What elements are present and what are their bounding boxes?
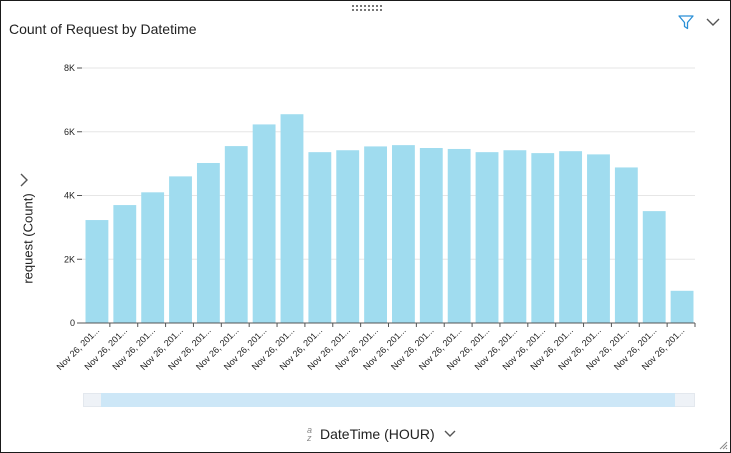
resize-handle-icon[interactable] (718, 440, 728, 450)
bar[interactable] (336, 150, 360, 323)
bar[interactable] (224, 146, 248, 323)
y-tick-label: 8K (64, 63, 75, 73)
bar[interactable] (308, 152, 332, 323)
bar[interactable] (364, 146, 387, 323)
bar[interactable] (141, 192, 165, 323)
drag-grip-icon[interactable] (351, 4, 383, 12)
x-axis-chevron-down-icon[interactable] (443, 429, 457, 439)
chevron-down-icon[interactable] (704, 13, 722, 31)
y-tick-label: 0 (70, 318, 75, 328)
x-axis-label: DateTime (HOUR) (320, 426, 435, 442)
y-tick-label: 2K (64, 254, 75, 264)
bar[interactable] (113, 205, 137, 323)
bar[interactable] (196, 162, 220, 323)
bar[interactable] (531, 153, 555, 323)
bar[interactable] (280, 114, 304, 323)
bar[interactable] (392, 145, 415, 323)
y-tick-label: 4K (64, 191, 75, 201)
bar[interactable] (587, 154, 610, 323)
bar[interactable] (252, 124, 276, 323)
bar[interactable] (419, 148, 443, 323)
bar[interactable] (503, 150, 527, 323)
range-scrollbar-thumb[interactable] (101, 393, 675, 407)
bar[interactable] (169, 176, 192, 323)
bar[interactable] (85, 220, 109, 323)
filter-icon[interactable] (677, 13, 695, 31)
bar[interactable] (642, 211, 666, 323)
bar[interactable] (559, 151, 583, 323)
chevron-right-icon[interactable] (17, 172, 31, 188)
bar[interactable] (475, 152, 499, 323)
chart-title: Count of Request by Datetime (9, 21, 197, 37)
bar[interactable] (614, 167, 638, 323)
bar[interactable] (447, 148, 471, 323)
y-tick-label: 6K (64, 127, 75, 137)
bar[interactable] (670, 290, 694, 323)
